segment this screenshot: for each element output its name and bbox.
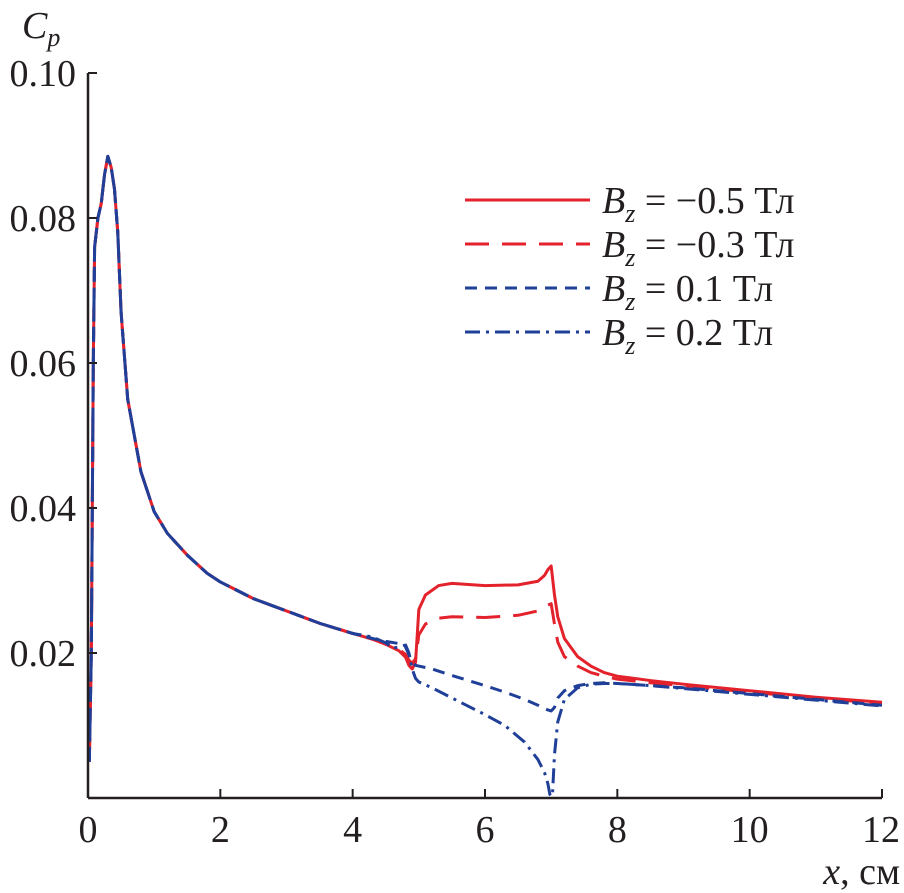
y-axis-title: Cp	[22, 5, 60, 52]
x-tick-label: 10	[731, 809, 769, 851]
x-tick-label: 12	[862, 809, 900, 851]
legend-label-var: B	[602, 224, 625, 266]
legend-label-value: = 0.1 Тл	[635, 268, 773, 310]
legend-label-3: Bz = 0.1 Тл	[602, 268, 773, 316]
series-line-3	[87, 154, 883, 762]
x-axis-title-var: x	[822, 851, 840, 893]
series-line-2	[87, 154, 883, 762]
legend-label-sub: z	[624, 331, 635, 360]
legend-label-1: Bz = −0.5 Тл	[602, 180, 795, 228]
legend-label-sub: z	[624, 243, 635, 272]
series-layer	[87, 154, 883, 799]
y-tick-label: 0.08	[10, 198, 77, 240]
y-tick-label: 0.02	[10, 633, 77, 675]
legend-label-sub: z	[624, 287, 635, 316]
x-tick-label: 4	[343, 809, 362, 851]
plot-area: 0 2 4 6 8 10 12 0.02 0.04 0.06 0.08 0.10	[10, 53, 901, 851]
y-axis-title-main: C	[22, 5, 48, 47]
x-axis-title-unit: , см	[840, 851, 900, 893]
y-tick-label: 0.06	[10, 343, 77, 385]
x-tick-label: 2	[211, 809, 230, 851]
legend-label-value: = 0.2 Тл	[635, 312, 773, 354]
y-axis-title-subscript: p	[45, 23, 60, 52]
x-tick-label: 6	[476, 809, 495, 851]
series-line-4	[87, 154, 883, 799]
x-tick-label: 0	[79, 809, 98, 851]
x-axis-title: x, см	[822, 851, 900, 893]
x-tick-label: 8	[608, 809, 627, 851]
legend-label-value: = −0.3 Тл	[635, 224, 794, 266]
y-ticks: 0.02 0.04 0.06 0.08 0.10	[10, 53, 97, 675]
legend-label-value: = −0.5 Тл	[635, 180, 794, 222]
legend-label-2: Bz = −0.3 Тл	[602, 224, 795, 272]
y-tick-label: 0.04	[10, 488, 77, 530]
legend-label-4: Bz = 0.2 Тл	[602, 312, 773, 360]
y-tick-label: 0.10	[10, 53, 77, 95]
legend-label-var: B	[602, 312, 625, 354]
legend-label-var: B	[602, 268, 625, 310]
legend-label-var: B	[602, 180, 625, 222]
legend-label-sub: z	[624, 199, 635, 228]
x-ticks: 0 2 4 6 8 10 12	[79, 789, 900, 851]
